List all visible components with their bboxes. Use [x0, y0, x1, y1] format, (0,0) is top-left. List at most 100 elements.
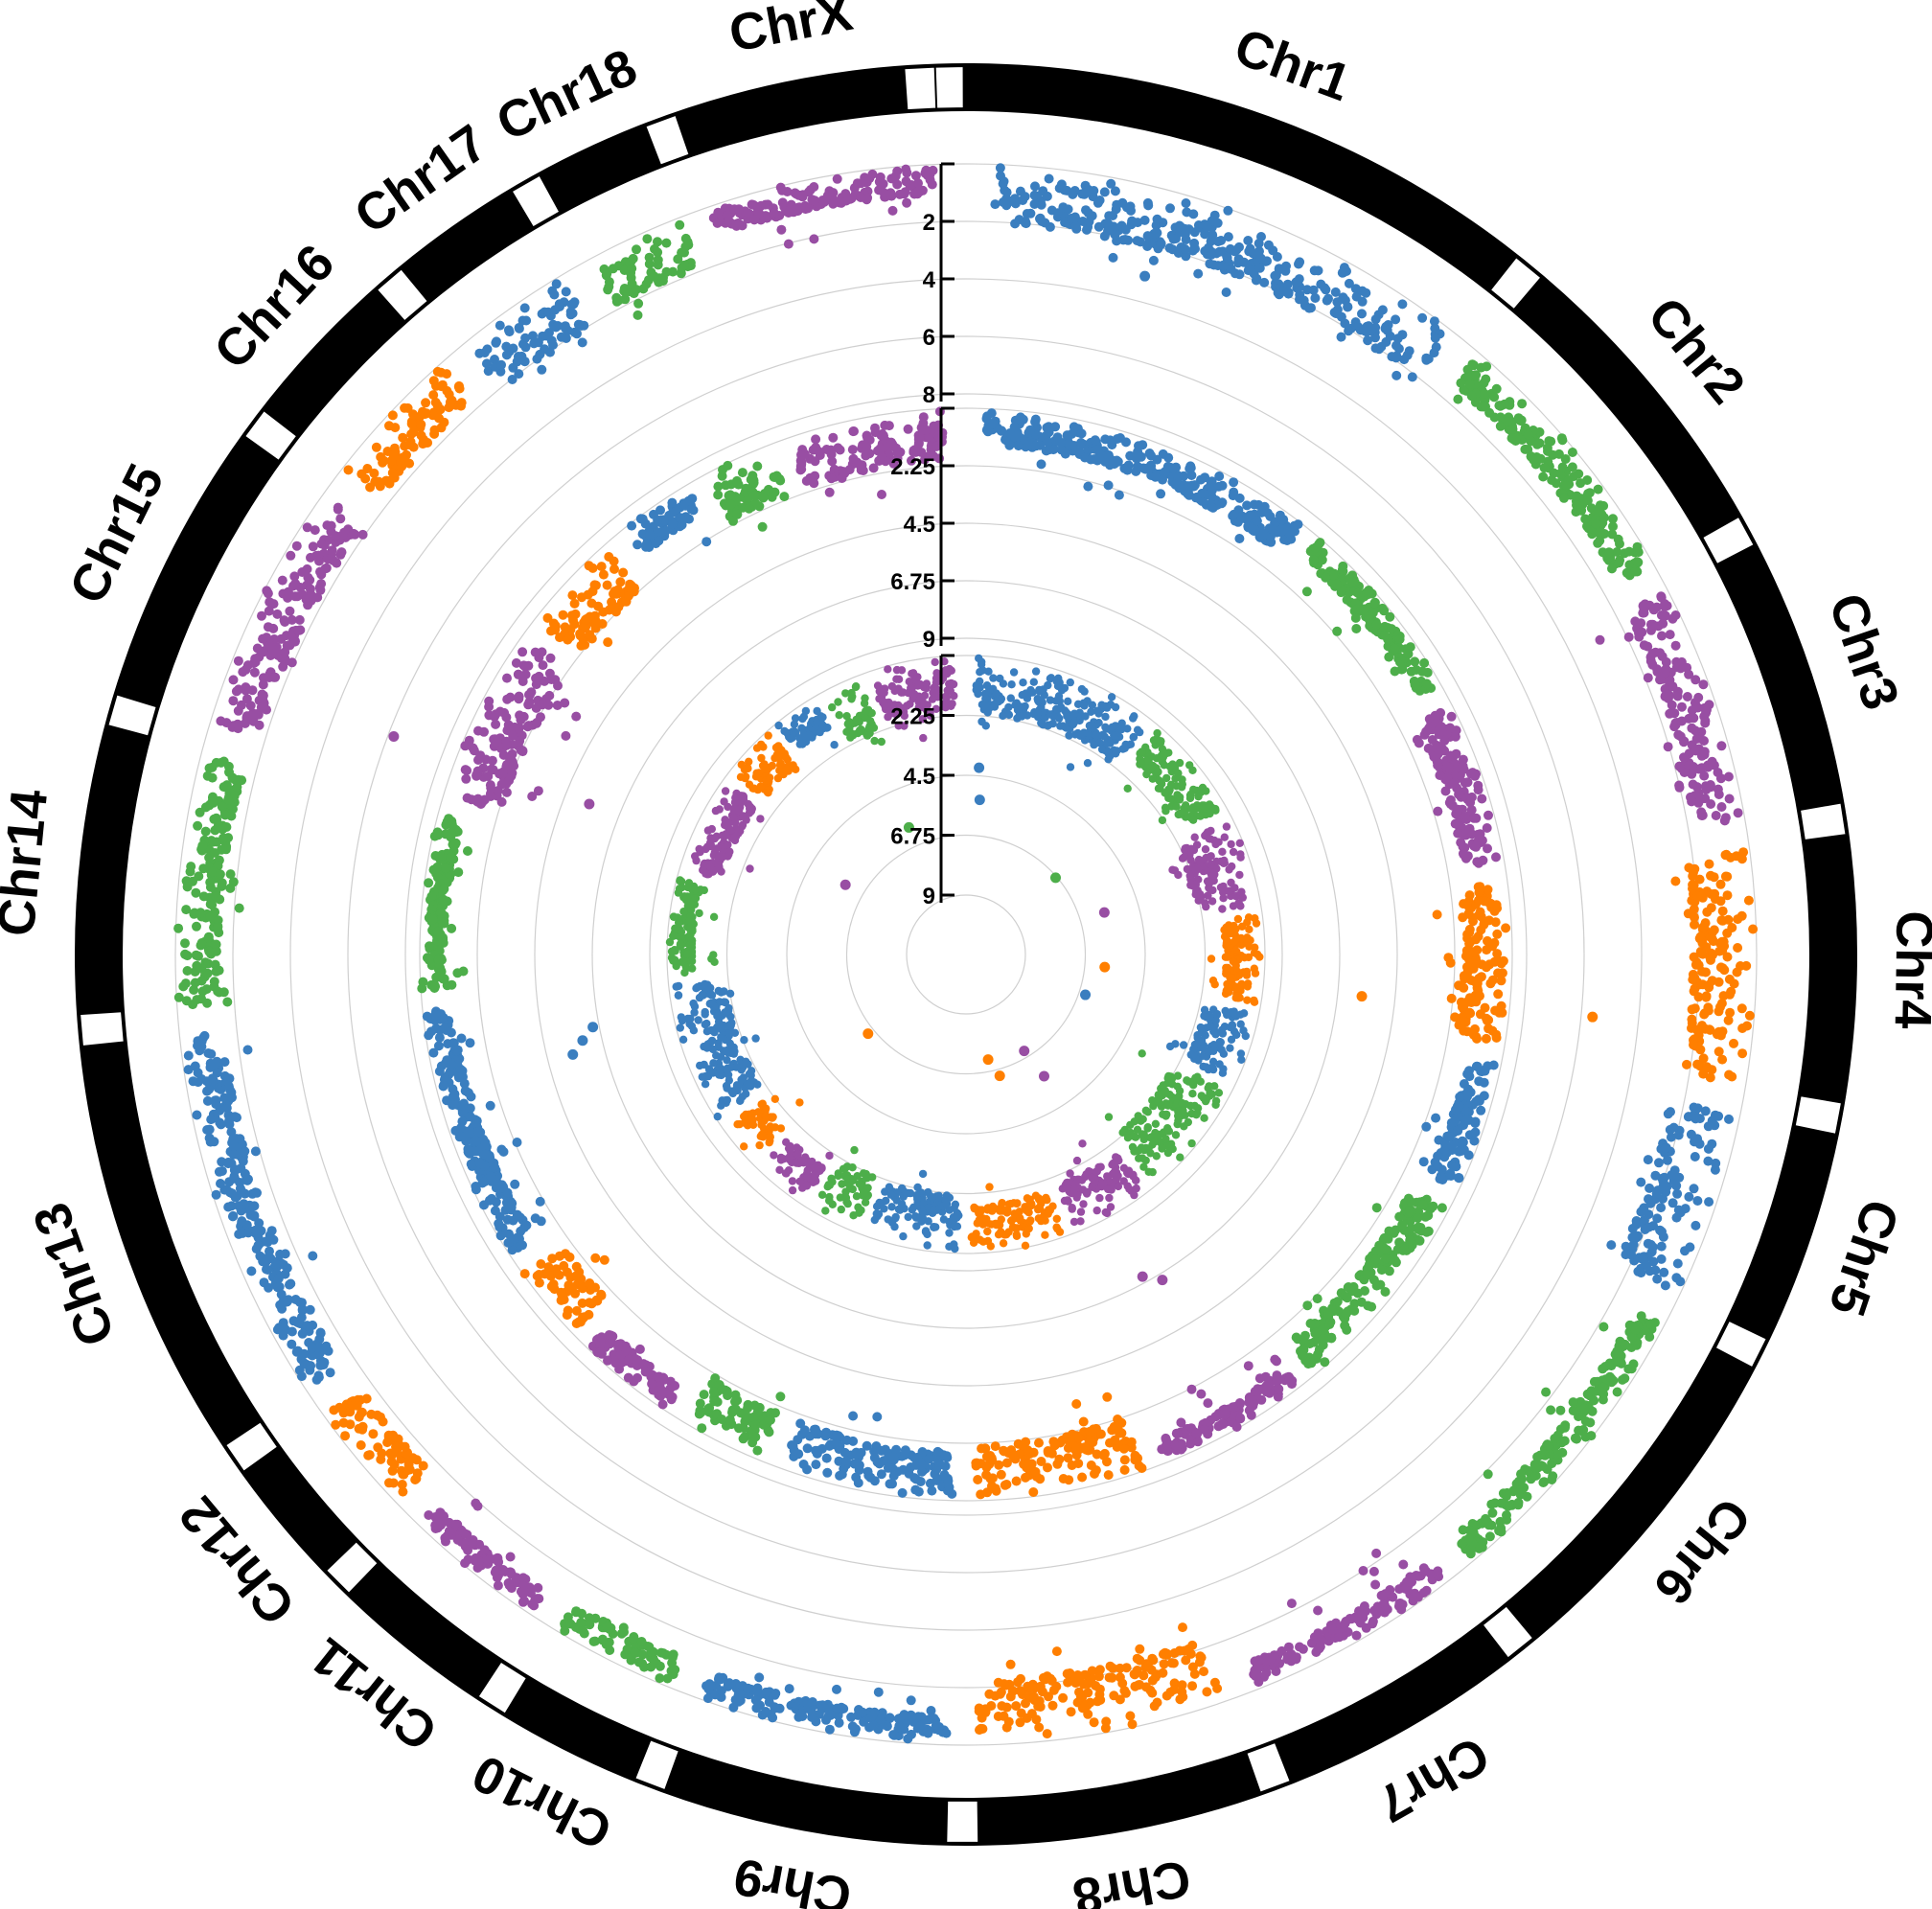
- data-point: [1114, 1426, 1124, 1437]
- data-point: [1337, 564, 1347, 575]
- data-point: [259, 701, 269, 711]
- data-point: [852, 1458, 862, 1468]
- data-point: [639, 1662, 650, 1672]
- data-point: [1009, 1450, 1020, 1460]
- data-point: [426, 1026, 436, 1037]
- data-point: [1572, 491, 1582, 501]
- data-point: [656, 1647, 666, 1658]
- data-point: [1070, 1678, 1081, 1689]
- data-point: [1199, 1424, 1209, 1435]
- data-point: [1670, 610, 1681, 620]
- data-point: [1156, 489, 1166, 499]
- data-point: [1478, 855, 1488, 865]
- data-point: [596, 1332, 607, 1343]
- data-point: [1299, 295, 1309, 306]
- data-point: [432, 400, 443, 410]
- data-point: [604, 282, 614, 292]
- data-point: [285, 606, 295, 616]
- data-point: [1502, 1487, 1512, 1498]
- data-point: [287, 614, 297, 625]
- data-point: [1391, 314, 1401, 325]
- data-point: [510, 1179, 520, 1189]
- data-point: [264, 597, 275, 608]
- data-point: [333, 504, 343, 515]
- data-point: [1714, 1026, 1724, 1037]
- data-point: [1426, 1569, 1437, 1579]
- data-point: [1046, 1673, 1056, 1684]
- data-point: [286, 550, 296, 561]
- data-point: [1150, 472, 1161, 482]
- data-point: [173, 923, 184, 933]
- data-point: [1547, 475, 1557, 485]
- data-point: [1423, 743, 1434, 753]
- data-point: [452, 1046, 462, 1056]
- data-point: [1672, 1258, 1683, 1269]
- data-point: [1139, 215, 1150, 225]
- data-point: [384, 421, 394, 431]
- data-point: [264, 1246, 274, 1256]
- data-point: [376, 1454, 386, 1464]
- data-point: [1645, 1239, 1656, 1250]
- data-point: [1344, 326, 1354, 336]
- data-point: [1612, 1387, 1622, 1397]
- data-point: [1306, 1358, 1317, 1368]
- data-point: [1005, 1691, 1016, 1702]
- data-point: [995, 163, 1005, 173]
- data-point: [1316, 279, 1326, 289]
- data-point: [821, 1427, 832, 1438]
- data-point: [809, 234, 819, 244]
- data-point: [1125, 450, 1136, 461]
- data-point: [1313, 1605, 1323, 1616]
- data-point: [446, 397, 456, 407]
- data-point: [1010, 218, 1021, 229]
- data-point: [237, 1186, 246, 1196]
- data-point: [1251, 1670, 1261, 1681]
- data-point: [658, 272, 668, 283]
- data-point: [227, 1092, 237, 1103]
- data-point: [1397, 299, 1408, 310]
- data-point: [1470, 1024, 1480, 1034]
- data-point: [1216, 236, 1227, 245]
- data-point: [1282, 279, 1293, 289]
- data-point: [1405, 1235, 1415, 1246]
- data-point: [275, 1249, 286, 1259]
- data-point: [1044, 173, 1054, 184]
- data-point: [1109, 1690, 1119, 1701]
- data-point: [1103, 1470, 1114, 1481]
- data-point: [1729, 1038, 1738, 1048]
- data-point: [1668, 1198, 1678, 1208]
- data-point: [562, 1267, 572, 1277]
- data-point: [223, 1157, 234, 1167]
- data-point: [1567, 462, 1577, 472]
- data-point: [1313, 1628, 1323, 1639]
- data-point: [783, 239, 794, 249]
- data-point: [1183, 481, 1193, 492]
- data-point: [571, 1261, 582, 1272]
- data-point: [315, 585, 326, 595]
- data-point: [1028, 1691, 1039, 1702]
- data-point: [1395, 1598, 1406, 1608]
- data-point: [1108, 252, 1118, 263]
- data-point: [1706, 903, 1716, 913]
- data-point: [1479, 896, 1489, 907]
- data-point: [1502, 1514, 1512, 1525]
- data-point: [851, 1472, 862, 1483]
- data-point: [1418, 1157, 1429, 1167]
- data-point: [1517, 399, 1528, 409]
- data-point: [1584, 488, 1595, 498]
- data-point: [1035, 213, 1046, 223]
- data-point: [1015, 1686, 1025, 1696]
- data-point: [1726, 986, 1736, 997]
- data-point: [479, 1161, 490, 1171]
- data-point: [1607, 564, 1617, 574]
- data-point: [1743, 895, 1754, 906]
- data-point: [890, 171, 901, 181]
- data-point: [1291, 277, 1301, 288]
- data-point: [1691, 734, 1702, 744]
- data-point: [1598, 1322, 1609, 1332]
- data-point: [572, 329, 582, 339]
- data-point: [1351, 1630, 1362, 1641]
- data-point: [1352, 604, 1363, 614]
- data-point: [1147, 1688, 1158, 1698]
- data-point: [356, 1440, 366, 1450]
